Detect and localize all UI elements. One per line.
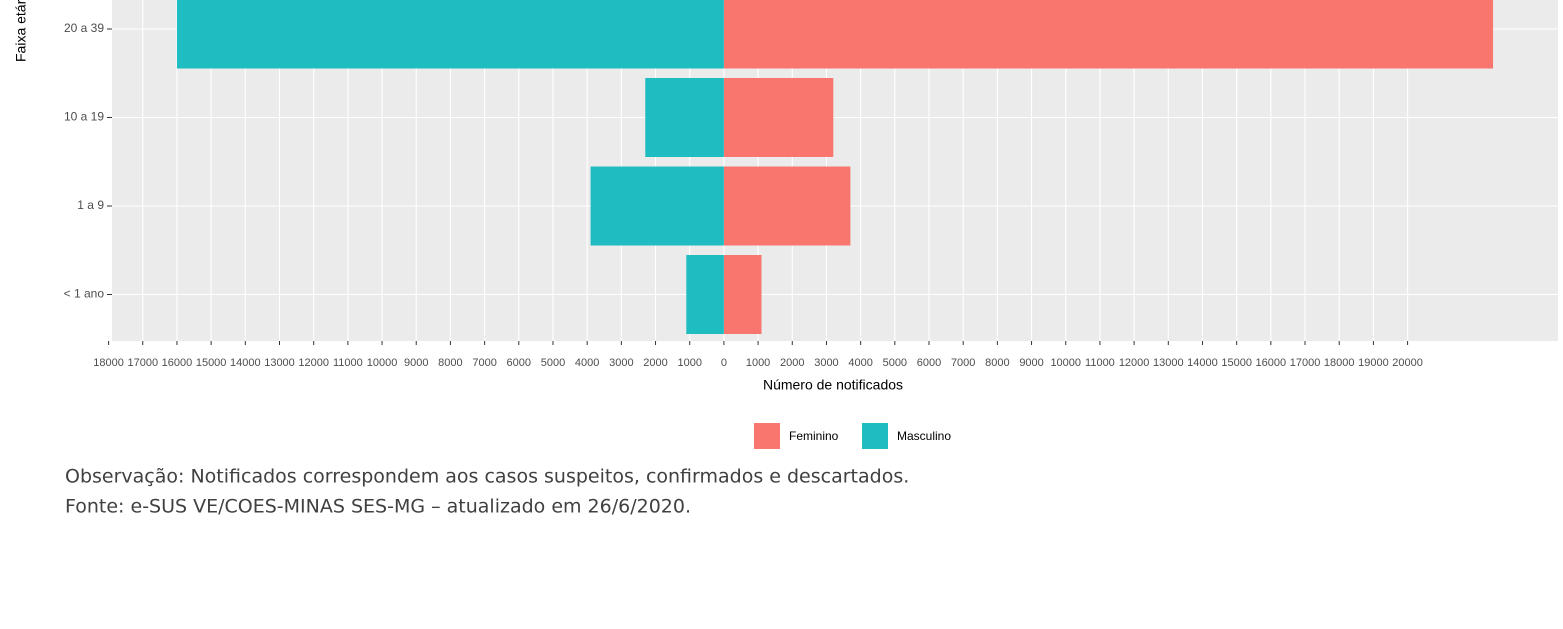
x-tick-label: 17000 [1290, 357, 1321, 369]
bar [723, 78, 834, 157]
bar [686, 255, 724, 334]
legend-label: Masculino [897, 429, 951, 443]
x-tick-label: 6000 [917, 357, 941, 369]
y-axis-title: Faixa etária [13, 0, 29, 62]
x-tick-label: 20000 [1392, 357, 1423, 369]
x-tick-label: 2000 [780, 357, 804, 369]
x-tick-label: 16000 [1256, 357, 1287, 369]
x-tick-label: 11000 [333, 357, 363, 369]
x-tick-label: 14000 [230, 357, 261, 369]
bar [723, 166, 851, 246]
x-tick-label: 9000 [404, 357, 428, 369]
y-tick-label: 1 a 9 [77, 198, 104, 212]
x-tick-label: 15000 [196, 357, 227, 369]
x-tick-label: 11000 [1085, 357, 1115, 369]
bar [723, 0, 1494, 69]
x-tick-label: 1000 [746, 357, 770, 369]
legend-swatch [754, 423, 780, 449]
x-tick-label: 10000 [1050, 357, 1081, 369]
x-tick-label: 8000 [985, 357, 1009, 369]
bar [723, 255, 762, 334]
x-tick-label: 0 [721, 357, 727, 369]
x-tick-label: 1000 [677, 357, 701, 369]
note: Observação: Notificados correspondem aos… [65, 466, 909, 488]
x-tick-label: 15000 [1221, 357, 1252, 369]
legend-swatch [862, 423, 888, 449]
note: Fonte: e-SUS VE/COES-MINAS SES-MG – atua… [65, 496, 691, 518]
bar [176, 0, 724, 69]
x-tick-label: 4000 [575, 357, 599, 369]
bar [590, 166, 724, 246]
x-tick-label: 13000 [1153, 357, 1184, 369]
x-tick-label: 6000 [507, 357, 531, 369]
x-tick-label: 10000 [367, 357, 398, 369]
x-tick-label: 8000 [438, 357, 462, 369]
y-tick-label: 10 a 19 [64, 110, 104, 124]
x-tick-label: 4000 [848, 357, 872, 369]
x-tick-label: 7000 [951, 357, 975, 369]
x-tick-label: 19000 [1358, 357, 1389, 369]
x-tick-label: 18000 [93, 357, 124, 369]
x-tick-label: 14000 [1187, 357, 1218, 369]
x-tick-label: 13000 [264, 357, 295, 369]
x-tick-label: 12000 [298, 357, 329, 369]
x-axis-title: Número de notificados [763, 377, 903, 393]
bar [645, 78, 724, 157]
x-tick-label: 12000 [1119, 357, 1150, 369]
x-tick-label: 5000 [883, 357, 907, 369]
x-tick-label: 2000 [643, 357, 667, 369]
x-tick-label: 16000 [162, 357, 193, 369]
x-tick-label: 18000 [1324, 357, 1355, 369]
x-tick-label: 7000 [472, 357, 496, 369]
legend-label: Feminino [789, 429, 839, 443]
y-tick-label: 20 a 39 [64, 21, 104, 35]
y-tick-label: < 1 ano [64, 287, 105, 301]
bars [176, 0, 1494, 334]
x-tick-label: 3000 [609, 357, 633, 369]
x-tick-label: 3000 [814, 357, 838, 369]
x-tick-label: 9000 [1019, 357, 1043, 369]
x-tick-label: 5000 [541, 357, 565, 369]
x-tick-label: 17000 [127, 357, 158, 369]
